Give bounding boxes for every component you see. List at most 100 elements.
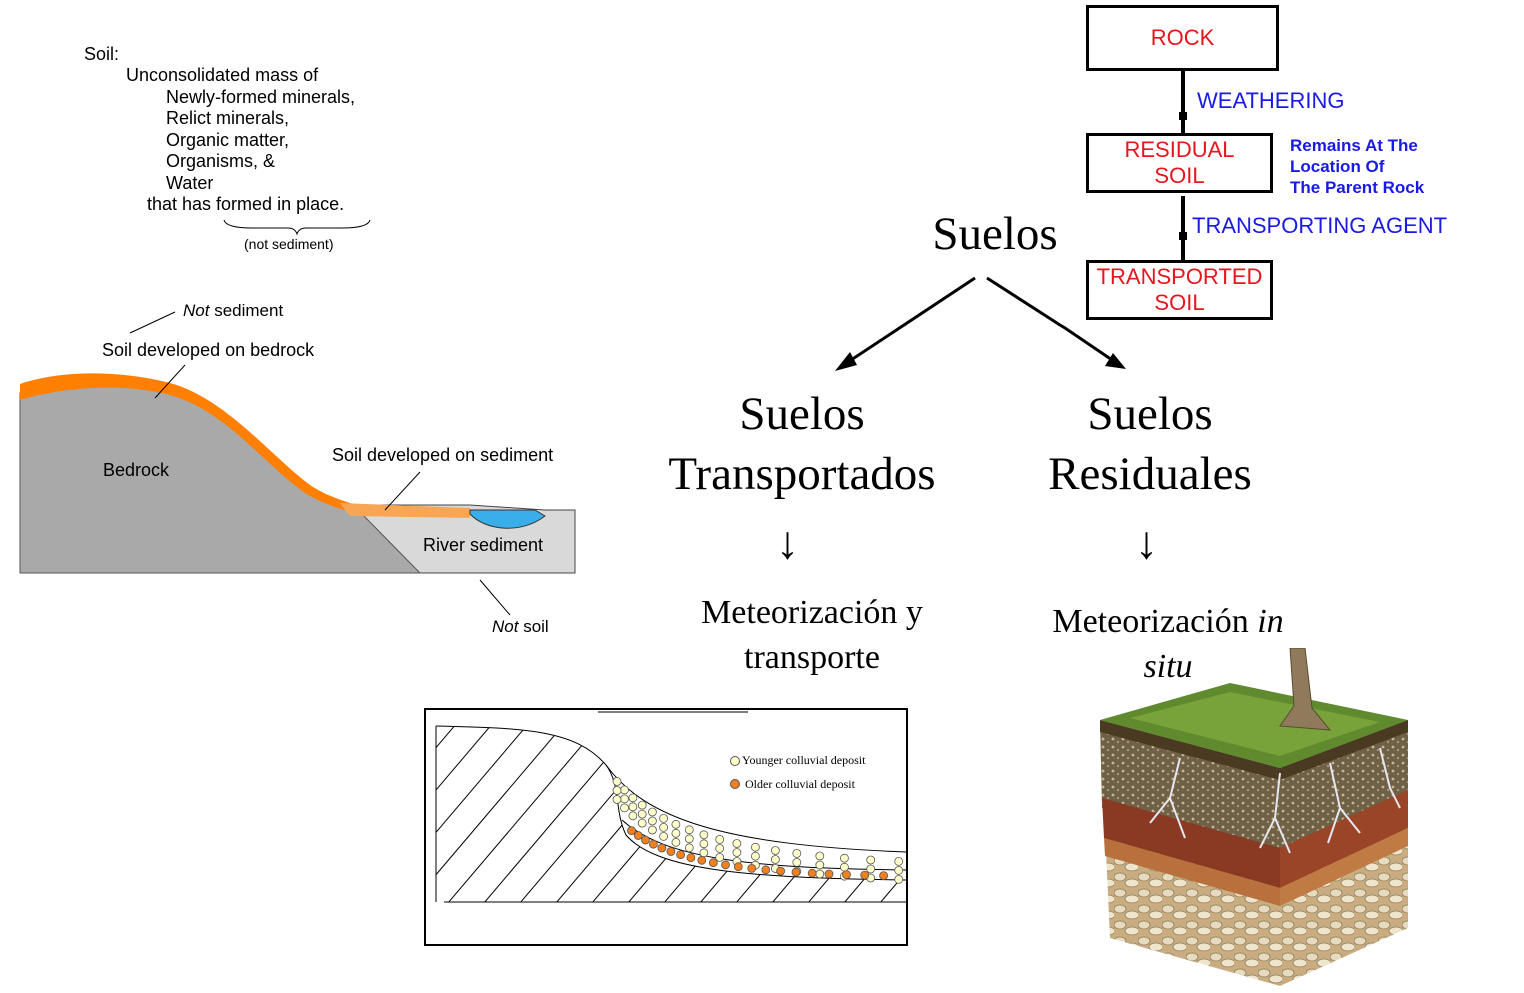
definition-line: Unconsolidated mass of <box>126 65 319 85</box>
definition-item: Relict minerals, <box>166 108 290 128</box>
legend-younger-icon <box>730 756 740 766</box>
younger-deposit-dot <box>671 819 681 829</box>
older-deposit-dot <box>676 850 686 860</box>
soil-on-bedrock-label: Soil developed on bedrock <box>102 340 315 360</box>
river-water <box>469 509 546 529</box>
colluvium-diagram: Younger colluvial deposit Older colluvia… <box>424 708 908 946</box>
younger-deposit-dot <box>684 843 694 853</box>
older-deposit-dot <box>697 855 707 865</box>
younger-deposit-dot <box>732 839 742 848</box>
hatch-line <box>657 726 829 902</box>
soil-on-bedrock <box>20 373 360 514</box>
younger-deposit-dot <box>637 800 647 810</box>
younger-deposit-dot <box>866 855 876 865</box>
transported-process: Meteorización y transporte <box>701 594 923 676</box>
hatch-line <box>693 726 865 902</box>
definition-item: Organic matter, <box>166 130 290 150</box>
residual-process: Meteorización in situ <box>1052 603 1284 685</box>
younger-deposit-dot <box>620 803 629 813</box>
younger-deposit-dot <box>612 786 622 795</box>
younger-deposit-dot <box>715 843 725 853</box>
younger-deposit-dot <box>659 814 669 823</box>
legend-younger-label: Younger colluvial deposit <box>742 753 866 767</box>
residual-title: Suelos Residuales <box>1048 388 1252 500</box>
hatch-line <box>436 726 541 902</box>
younger-deposit-dot <box>684 825 694 835</box>
younger-deposit-dot <box>866 864 876 874</box>
older-deposit-dot <box>761 865 771 875</box>
younger-deposit-dot <box>684 834 694 844</box>
older-deposit-dot <box>776 866 786 876</box>
colluvium-figure <box>435 711 906 903</box>
flowchart-connector <box>1179 68 1187 260</box>
older-deposit-dot <box>824 869 834 879</box>
older-deposit-dot <box>860 870 870 880</box>
older-deposit-dot <box>708 858 718 868</box>
younger-deposit-dot <box>647 816 657 826</box>
younger-deposit-dot <box>815 869 825 879</box>
flow-edge-weathering: WEATHERING <box>1197 88 1345 113</box>
bedrock-label: Bedrock <box>103 460 170 480</box>
older-deposit-dot <box>633 831 643 840</box>
cross-section-diagram <box>19 311 576 616</box>
flow-box-rock: ROCK <box>1086 5 1279 71</box>
younger-deposit-dot <box>750 851 760 861</box>
older-deposit-dot <box>627 826 636 835</box>
older-deposit-dot <box>721 860 730 870</box>
flow-edge-transporting-agent: TRANSPORTING AGENT <box>1192 213 1448 238</box>
river-sediment-label: River sediment <box>423 535 544 555</box>
older-deposit-dot <box>657 843 667 853</box>
definition-item: Newly-formed minerals, <box>166 87 356 107</box>
younger-deposit-dot <box>620 794 629 804</box>
definition-heading: Soil: <box>84 44 120 64</box>
younger-deposit-dot <box>659 823 669 832</box>
younger-deposit-dot <box>628 802 638 812</box>
definition-closing: that has formed in place. <box>147 194 345 214</box>
transported-title: Suelos Transportados <box>668 388 936 500</box>
soil-on-sediment-label: Soil developed on sediment <box>332 445 554 465</box>
younger-deposit-dot <box>715 852 725 862</box>
brace-icon <box>223 219 371 236</box>
hatch-line <box>513 726 685 902</box>
down-arrow-icon: ↓ <box>776 517 799 568</box>
younger-deposit-dot <box>628 793 638 803</box>
older-deposit-dot <box>733 862 743 872</box>
legend-older-label: Older colluvial deposit <box>745 777 855 791</box>
younger-deposit-dot <box>770 855 780 864</box>
older-deposit-dot <box>641 835 650 845</box>
flow-note: Remains At The Location Of The Parent Ro… <box>1290 136 1425 197</box>
hatch-line <box>436 726 505 902</box>
younger-deposit-dot <box>647 807 657 817</box>
younger-deposit-dot <box>792 857 802 867</box>
flow-box-transported-soil: TRANSPORTED SOIL <box>1086 260 1273 320</box>
older-deposit-dot <box>686 853 696 863</box>
younger-deposit-dot <box>839 853 849 863</box>
hatch-line <box>621 726 793 902</box>
hatch-line <box>436 726 469 902</box>
younger-deposit-dot <box>699 848 709 858</box>
younger-deposit-dot <box>732 848 742 857</box>
down-arrow-icon: ↓ <box>1135 517 1158 568</box>
younger-deposit-dot <box>612 777 622 786</box>
younger-deposit-dot <box>620 785 629 795</box>
younger-deposit-dot <box>659 832 669 841</box>
soil-profile-block-icon <box>1100 648 1408 986</box>
older-deposit-dot <box>648 839 658 849</box>
soil-on-sediment <box>340 503 470 518</box>
younger-deposit-dot <box>628 811 638 821</box>
younger-deposit-dot <box>792 848 802 858</box>
flow-box-residual-soil: RESIDUAL SOIL <box>1086 133 1273 193</box>
younger-deposit-dot <box>647 825 657 835</box>
younger-deposit-dot <box>750 842 760 852</box>
older-deposit-dot <box>666 847 676 856</box>
tree-branch-arrows <box>835 276 1126 371</box>
younger-deposit-dot <box>671 837 681 847</box>
younger-deposit-dot <box>637 818 647 828</box>
tree-root-label: Suelos <box>932 208 1058 260</box>
younger-deposit-dot <box>699 839 709 849</box>
older-deposit-dot <box>791 867 801 877</box>
older-deposit-dot <box>879 871 889 881</box>
hatch-line <box>585 726 757 902</box>
younger-deposit-dot <box>699 830 709 840</box>
younger-deposit-dot <box>815 860 825 870</box>
